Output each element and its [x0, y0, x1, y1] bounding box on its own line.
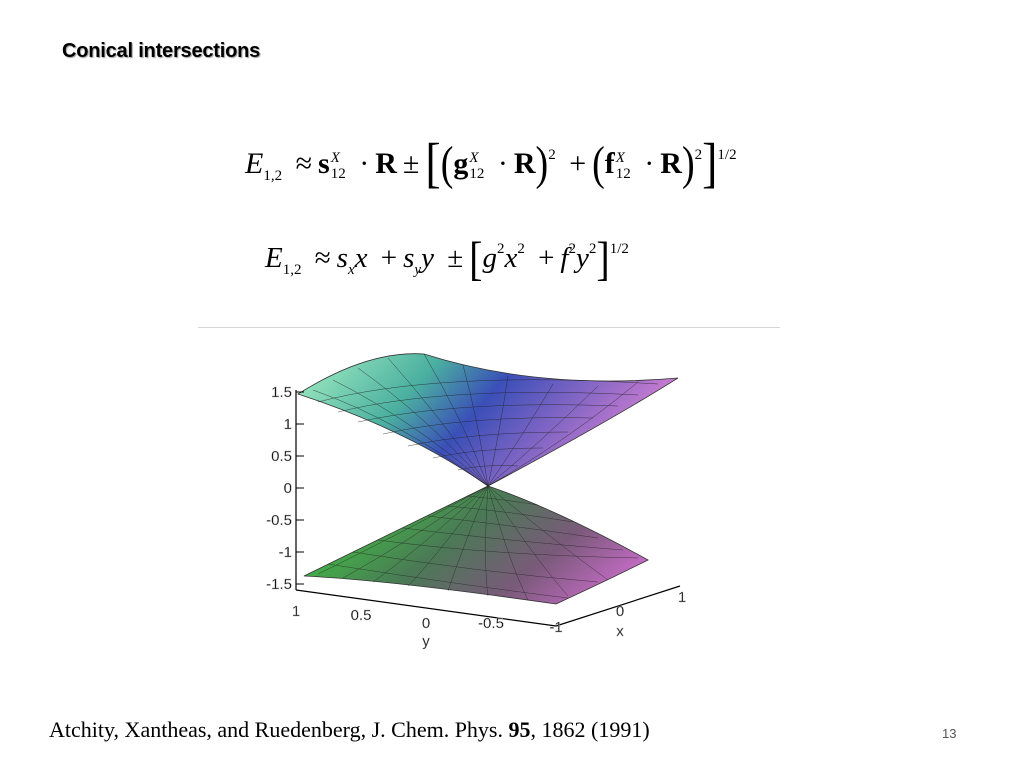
- eq1-square1: 2: [548, 147, 556, 163]
- eq1-R2: R: [513, 147, 536, 180]
- conical-intersection-plot: 1.5 1 0.5 0 -0.5 -1 -1.5 1 0.5 0 -0.5 -1…: [266, 353, 686, 650]
- citation: Atchity, Xantheas, and Ruedenberg, J. Ch…: [49, 717, 650, 743]
- z-tick-label: -1: [279, 544, 292, 561]
- eq2-plus1: +: [380, 242, 398, 274]
- z-tick-label: 0: [284, 480, 292, 497]
- lower-mesh: [317, 485, 639, 601]
- eq2-sy: s: [403, 242, 415, 274]
- eq2-x: x: [354, 242, 368, 274]
- eq1-f: f: [604, 147, 615, 180]
- lower-surface: [303, 485, 649, 605]
- eq2-y-sq: 2: [588, 241, 597, 257]
- eq1-left-paren2: (: [592, 137, 605, 191]
- y-tick-label: -1: [549, 619, 562, 636]
- z-ticks: [296, 391, 304, 585]
- citation-authors: Atchity, Xantheas, and Ruedenberg, J. Ch…: [49, 717, 509, 742]
- eq1-right-paren2: ): [681, 137, 695, 191]
- eq1-R3: R: [660, 147, 682, 180]
- eq1-left-bracket: [: [425, 131, 441, 193]
- eq1-approx: ≈: [295, 147, 313, 180]
- x-tick-label: 0: [616, 603, 624, 620]
- eq2-E: E: [265, 242, 283, 274]
- eq2-E-sub: 1,2: [282, 262, 302, 278]
- equation-vector-form: E1,2 ≈ s X 12 · R ± [(g X 12 · R)2 + (f X 12 · R)2]1/…: [245, 124, 737, 193]
- eq2-right-bracket: ]: [596, 231, 610, 286]
- eq1-f-index: X 12: [615, 150, 631, 183]
- z-tick-label: -0.5: [266, 512, 292, 529]
- y-axis-label: y: [422, 633, 430, 650]
- y-tick-label: -0.5: [478, 615, 504, 632]
- eq2-sy-sub: y: [414, 262, 422, 278]
- eq1-dot2: ·: [497, 147, 508, 180]
- eq1-s-index: X 12: [330, 150, 346, 183]
- axes: [295, 390, 681, 627]
- eq1-right-paren1: ): [535, 137, 549, 191]
- eq1-R1: R: [375, 147, 397, 180]
- eq2-sx-sub: x: [347, 262, 355, 278]
- eq1-E: E: [245, 147, 264, 180]
- eq1-right-bracket: ]: [702, 131, 718, 193]
- eq1-square2: 2: [694, 147, 703, 163]
- page-number: 13: [942, 726, 957, 741]
- x-axis-label: x: [616, 623, 624, 640]
- eq1-plus: +: [569, 147, 587, 180]
- z-tick-label: -1.5: [266, 576, 292, 593]
- eq2-f-sq: 2: [568, 241, 576, 257]
- y-tick-label: 0.5: [351, 607, 372, 624]
- y-tick-label: 0: [422, 615, 430, 632]
- eq1-dot3: ·: [644, 147, 655, 180]
- z-tick-label: 1: [284, 416, 292, 433]
- eq1-g-index: X 12: [469, 150, 485, 183]
- eq2-plus2: +: [538, 242, 555, 274]
- eq2-x2: x: [504, 242, 518, 274]
- slide-title: Conical intersections: [62, 40, 261, 62]
- eq2-f: f: [560, 242, 569, 274]
- eq1-power: 1/2: [717, 147, 737, 163]
- eq2-g: g: [482, 242, 497, 274]
- upper-mesh: [312, 353, 659, 487]
- y-tick-label: 1: [292, 603, 300, 620]
- z-tick-label: 0.5: [271, 448, 292, 465]
- eq2-y2: y: [575, 242, 589, 274]
- divider-line: [198, 327, 780, 328]
- eq2-x-sq: 2: [517, 241, 525, 257]
- eq1-s: s: [318, 147, 330, 180]
- eq2-left-bracket: [: [469, 231, 483, 286]
- x-tick-label: 1: [678, 589, 686, 606]
- eq2-g-sq: 2: [496, 241, 505, 257]
- eq1-pm: ±: [402, 147, 420, 180]
- z-tick-label: 1.5: [271, 384, 292, 401]
- equation-scalar-form: E1,2 ≈ sxx + syy ± [g2x2 + f2y2]1/2: [265, 222, 629, 285]
- eq1-left-paren1: (: [440, 137, 454, 191]
- eq2-sx: s: [336, 242, 348, 274]
- eq2-y: y: [421, 242, 434, 274]
- citation-volume: 95: [508, 717, 531, 742]
- eq2-approx: ≈: [314, 242, 331, 274]
- eq2-pm: ±: [447, 242, 464, 274]
- citation-pages-year: , 1862 (1991): [530, 717, 650, 742]
- eq1-g: g: [453, 147, 469, 180]
- eq1-E-sub: 1,2: [263, 168, 283, 184]
- eq1-dot1: ·: [359, 147, 370, 180]
- eq2-power: 1/2: [609, 241, 629, 257]
